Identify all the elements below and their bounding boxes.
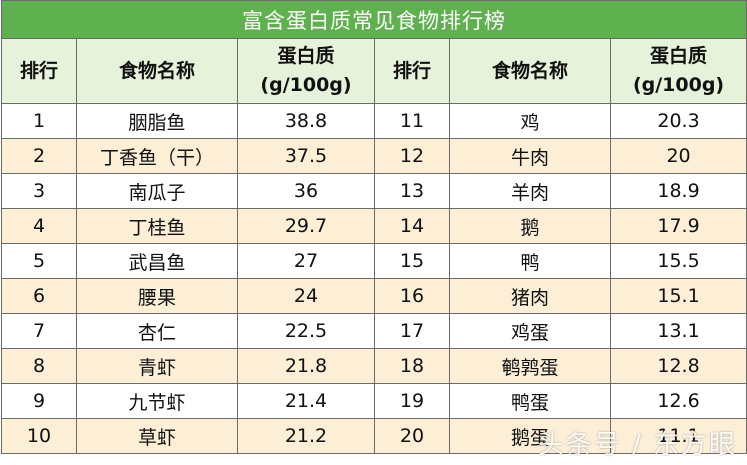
food-cell: 南瓜子 bbox=[76, 173, 238, 209]
protein-cell: 20 bbox=[609, 138, 747, 174]
protein-cell: 12.6 bbox=[609, 383, 747, 419]
rank-cell: 15 bbox=[374, 243, 450, 279]
rank-cell: 20 bbox=[374, 418, 450, 454]
table-row: 3 南瓜子 36 13 羊肉 18.9 bbox=[1, 173, 747, 209]
protein-cell: 15.5 bbox=[609, 243, 747, 279]
protein-cell: 11.1 bbox=[609, 418, 747, 454]
food-cell: 鹅蛋 bbox=[449, 418, 611, 454]
food-cell: 鸡蛋 bbox=[449, 313, 611, 349]
header-protein-line2: (g/100g) bbox=[260, 74, 352, 96]
header-food-right: 食物名称 bbox=[449, 38, 611, 104]
header-protein-right: 蛋白质 (g/100g) bbox=[609, 38, 747, 104]
protein-cell: 36 bbox=[237, 173, 375, 209]
rank-cell: 7 bbox=[1, 313, 77, 349]
rank-cell: 1 bbox=[1, 103, 77, 139]
protein-cell: 21.2 bbox=[237, 418, 375, 454]
food-cell: 鸭 bbox=[449, 243, 611, 279]
food-cell: 胭脂鱼 bbox=[76, 103, 238, 139]
rank-cell: 10 bbox=[1, 418, 77, 454]
rank-cell: 9 bbox=[1, 383, 77, 419]
food-cell: 武昌鱼 bbox=[76, 243, 238, 279]
rank-cell: 4 bbox=[1, 208, 77, 244]
header-food-left: 食物名称 bbox=[76, 38, 238, 104]
protein-cell: 20.3 bbox=[609, 103, 747, 139]
rank-cell: 11 bbox=[374, 103, 450, 139]
table-row: 10 草虾 21.2 20 鹅蛋 11.1 bbox=[1, 418, 747, 454]
food-cell: 鹌鹑蛋 bbox=[449, 348, 611, 384]
protein-cell: 21.4 bbox=[237, 383, 375, 419]
protein-cell: 24 bbox=[237, 278, 375, 314]
food-cell: 杏仁 bbox=[76, 313, 238, 349]
food-cell: 丁香鱼（干） bbox=[76, 138, 238, 174]
rank-cell: 16 bbox=[374, 278, 450, 314]
rank-cell: 17 bbox=[374, 313, 450, 349]
rank-cell: 2 bbox=[1, 138, 77, 174]
protein-cell: 21.8 bbox=[237, 348, 375, 384]
rank-cell: 19 bbox=[374, 383, 450, 419]
header-protein-line2: (g/100g) bbox=[632, 74, 725, 96]
protein-cell: 37.5 bbox=[237, 138, 375, 174]
header-rank-left: 排行 bbox=[1, 38, 77, 104]
protein-cell: 22.5 bbox=[237, 313, 375, 349]
header-protein-line1: 蛋白质 bbox=[277, 45, 335, 67]
food-cell: 草虾 bbox=[76, 418, 238, 454]
header-protein-line1: 蛋白质 bbox=[650, 45, 708, 67]
rank-cell: 3 bbox=[1, 173, 77, 209]
protein-cell: 13.1 bbox=[609, 313, 747, 349]
protein-cell: 12.8 bbox=[609, 348, 747, 384]
food-cell: 鹅 bbox=[449, 208, 611, 244]
table-row: 7 杏仁 22.5 17 鸡蛋 13.1 bbox=[1, 313, 747, 349]
rank-cell: 14 bbox=[374, 208, 450, 244]
food-cell: 青虾 bbox=[76, 348, 238, 384]
table-title: 富含蛋白质常见食物排行榜 bbox=[0, 0, 747, 39]
food-cell: 羊肉 bbox=[449, 173, 611, 209]
header-row: 排行 食物名称 蛋白质 (g/100g) 排行 食物名称 蛋白质 (g/100g) bbox=[1, 38, 747, 104]
food-cell: 牛肉 bbox=[449, 138, 611, 174]
protein-cell: 15.1 bbox=[609, 278, 747, 314]
food-cell: 九节虾 bbox=[76, 383, 238, 419]
protein-cell: 27 bbox=[237, 243, 375, 279]
rank-cell: 12 bbox=[374, 138, 450, 174]
food-cell: 鸭蛋 bbox=[449, 383, 611, 419]
protein-cell: 29.7 bbox=[237, 208, 375, 244]
rank-cell: 18 bbox=[374, 348, 450, 384]
food-cell: 猪肉 bbox=[449, 278, 611, 314]
rank-cell: 6 bbox=[1, 278, 77, 314]
protein-ranking-table: 富含蛋白质常见食物排行榜 排行 食物名称 蛋白质 (g/100g) 排行 食物名称… bbox=[0, 0, 747, 454]
table-row: 5 武昌鱼 27 15 鸭 15.5 bbox=[1, 243, 747, 279]
table-row: 1 胭脂鱼 38.8 11 鸡 20.3 bbox=[1, 103, 747, 139]
rank-cell: 5 bbox=[1, 243, 77, 279]
table-row: 2 丁香鱼（干） 37.5 12 牛肉 20 bbox=[1, 138, 747, 174]
table-row: 4 丁桂鱼 29.7 14 鹅 17.9 bbox=[1, 208, 747, 244]
header-rank-right: 排行 bbox=[374, 38, 450, 104]
header-protein-left: 蛋白质 (g/100g) bbox=[237, 38, 375, 104]
food-cell: 鸡 bbox=[449, 103, 611, 139]
table-row: 6 腰果 24 16 猪肉 15.1 bbox=[1, 278, 747, 314]
rank-cell: 8 bbox=[1, 348, 77, 384]
food-cell: 丁桂鱼 bbox=[76, 208, 238, 244]
table-row: 8 青虾 21.8 18 鹌鹑蛋 12.8 bbox=[1, 348, 747, 384]
protein-cell: 38.8 bbox=[237, 103, 375, 139]
protein-cell: 17.9 bbox=[609, 208, 747, 244]
watermark: 头条号 / 东方眼 bbox=[537, 430, 737, 460]
rank-cell: 13 bbox=[374, 173, 450, 209]
food-cell: 腰果 bbox=[76, 278, 238, 314]
protein-cell: 18.9 bbox=[609, 173, 747, 209]
table-row: 9 九节虾 21.4 19 鸭蛋 12.6 bbox=[1, 383, 747, 419]
